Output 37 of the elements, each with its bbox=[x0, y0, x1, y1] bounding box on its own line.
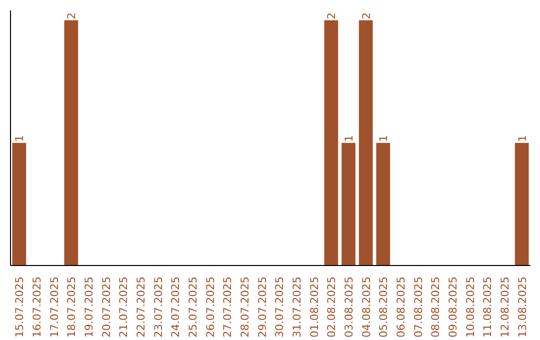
x-tick-label: 03.08.2025 bbox=[342, 276, 356, 338]
x-tick-label: 23.07.2025 bbox=[152, 276, 165, 338]
x-tick-label: 17.07.2025 bbox=[48, 276, 61, 338]
x-tick-label: 19.07.2025 bbox=[82, 276, 96, 338]
x-tick-label: 16.07.2025 bbox=[30, 276, 44, 338]
data-label: 1 bbox=[516, 135, 529, 142]
x-tick-label: 05.08.2025 bbox=[377, 276, 390, 338]
x-tick-label: 04.08.2025 bbox=[360, 276, 373, 338]
data-label: 1 bbox=[377, 135, 390, 142]
x-tick-label: 13.08.2025 bbox=[516, 276, 529, 338]
x-tick-label: 29.07.2025 bbox=[256, 276, 269, 338]
x-tick-label: 11.08.2025 bbox=[481, 276, 494, 338]
x-tick-label: 12.08.2025 bbox=[498, 276, 512, 338]
x-tick-label: 06.08.2025 bbox=[394, 276, 408, 338]
x-tick-label: 21.07.2025 bbox=[117, 276, 130, 338]
data-label: 1 bbox=[342, 135, 356, 142]
x-tick-label: 20.07.2025 bbox=[100, 276, 113, 338]
x-tick-label: 07.08.2025 bbox=[412, 276, 425, 338]
x-tick-label: 08.08.2025 bbox=[429, 276, 442, 338]
x-tick-label: 02.08.2025 bbox=[325, 276, 338, 338]
x-tick-label: 28.07.2025 bbox=[238, 276, 252, 338]
x-tick-label: 31.07.2025 bbox=[290, 276, 304, 338]
x-tick-label: 22.07.2025 bbox=[134, 276, 148, 338]
data-label: 1 bbox=[13, 135, 26, 142]
x-tick-label: 18.07.2025 bbox=[65, 276, 78, 338]
data-label: 2 bbox=[65, 12, 78, 20]
x-tick-label: 24.07.2025 bbox=[169, 276, 182, 338]
x-tick-label: 27.07.2025 bbox=[221, 276, 234, 338]
x-tick-label: 10.08.2025 bbox=[464, 276, 477, 338]
x-tick-label: 25.07.2025 bbox=[186, 276, 200, 338]
x-tick-label: 30.07.2025 bbox=[273, 276, 286, 338]
x-tick-label: 09.08.2025 bbox=[446, 276, 460, 338]
x-tick-label: 26.07.2025 bbox=[204, 276, 217, 338]
x-tick-label: 01.08.2025 bbox=[308, 276, 321, 338]
data-label: 2 bbox=[360, 12, 373, 20]
data-label: 2 bbox=[325, 12, 338, 20]
x-tick-label: 15.07.2025 bbox=[13, 276, 26, 338]
